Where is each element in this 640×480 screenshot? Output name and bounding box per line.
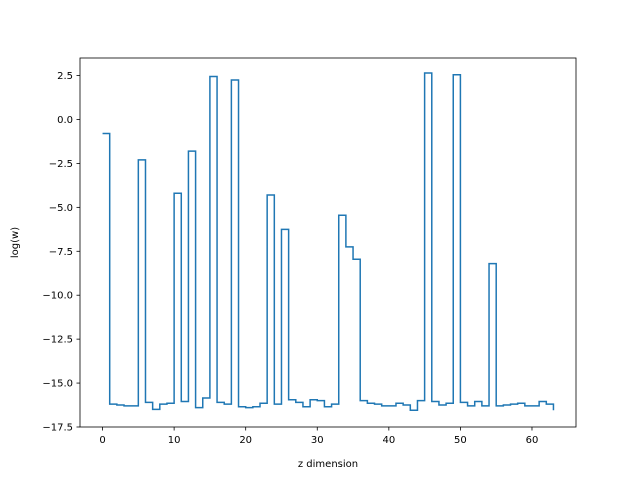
- y-tick-label: −7.5: [49, 247, 73, 258]
- y-axis-label: log(w): [10, 227, 21, 258]
- y-tick-label: 0.0: [57, 115, 73, 126]
- x-tick-label: 20: [239, 435, 252, 446]
- y-tick-label: −5.0: [49, 203, 73, 214]
- y-tick-label: −10.0: [42, 291, 73, 302]
- plot-area: [102, 72, 555, 412]
- x-tick-label: 30: [311, 435, 324, 446]
- x-tick-label: 40: [382, 435, 395, 446]
- y-axis: 2.5 0.0 −2.5 −5.0 −7.5 −10.0 −12.5 −15.0 −17.5: [42, 71, 80, 434]
- x-tick-label: 0: [99, 435, 105, 446]
- y-tick-label: −15.0: [42, 379, 73, 390]
- x-axis: 0 10 20 30 40 50 60: [99, 427, 538, 446]
- x-tick-label: 60: [526, 435, 539, 446]
- y-tick-label: −2.5: [49, 159, 73, 170]
- y-tick-label: 2.5: [57, 71, 73, 82]
- axes-frame: [79, 57, 577, 428]
- x-tick-label: 10: [168, 435, 181, 446]
- x-tick-label: 50: [454, 435, 467, 446]
- y-tick-label: −17.5: [42, 423, 73, 434]
- series-line: [102, 72, 555, 412]
- x-axis-label: z dimension: [298, 459, 358, 470]
- y-tick-label: −12.5: [42, 335, 73, 346]
